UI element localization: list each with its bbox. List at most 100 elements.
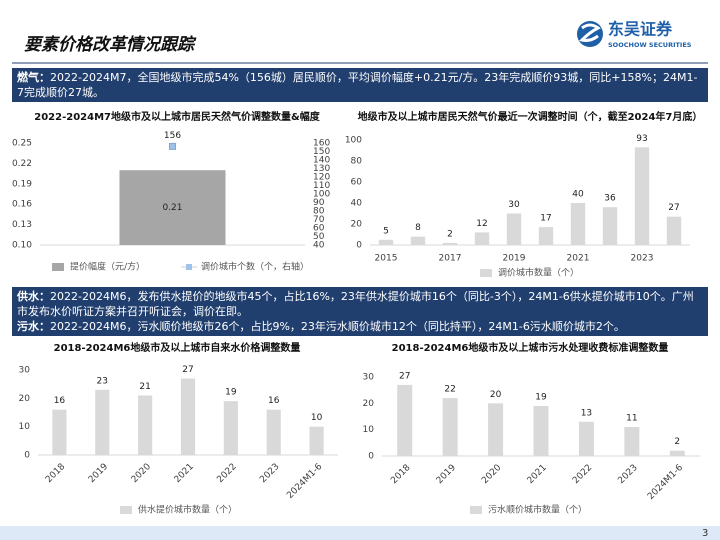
y-tick-label: 20 xyxy=(351,220,363,230)
legend-label: 供水提价城市数量（个） xyxy=(138,504,237,516)
slide-title: 要素价格改革情况跟踪 xyxy=(24,35,197,55)
y2-tick-label: 120 xyxy=(313,173,330,183)
x-tick-label: 2022 xyxy=(571,463,594,486)
label: 污水： xyxy=(17,320,50,333)
chart-title: 2018-2024M6地级市及以上城市污水处理收费标准调整数量 xyxy=(392,341,669,354)
value-label: 2 xyxy=(447,229,453,239)
legend-icon xyxy=(120,506,132,514)
value-label: 16 xyxy=(268,396,280,406)
bar xyxy=(666,216,682,245)
y-tick-label: 100 xyxy=(345,136,362,146)
y2-tick-label: 150 xyxy=(313,147,330,157)
value-label: 30 xyxy=(508,200,520,210)
bar xyxy=(397,384,413,456)
y2-tick-label: 140 xyxy=(313,156,330,166)
y2-tick-label: 110 xyxy=(313,181,330,191)
x-tick-label: 2024M1-6 xyxy=(285,462,324,501)
y-tick-label: 20 xyxy=(19,394,31,404)
y2-tick-label: 130 xyxy=(313,164,330,174)
y2-tick-label: 70 xyxy=(313,215,325,225)
legend-label: 调价城市个数（个，右轴） xyxy=(201,261,309,273)
water-box: 供水：2022-2024M6，发布供水提价的地级市45个，占比16%，23年供水… xyxy=(12,287,708,336)
x-tick-label: 2021 xyxy=(173,462,196,485)
paragraph: 供水：2022-2024M6，发布供水提价的地级市45个，占比16%，23年供水… xyxy=(17,289,703,319)
y-tick-label: 40 xyxy=(351,199,363,209)
bar xyxy=(570,203,586,245)
text: 2022-2024M6，污水顺价地级市26个，占比9%，23年污水顺价城市12个… xyxy=(50,320,625,333)
value-label: 13 xyxy=(581,408,592,418)
y2-tick-label: 50 xyxy=(313,232,325,242)
bar xyxy=(506,213,522,245)
y-tick-label: 0.16 xyxy=(12,200,32,210)
value-label: 16 xyxy=(54,396,66,406)
value-label: 23 xyxy=(97,376,108,386)
bar xyxy=(442,242,458,245)
chart-title: 地级市及以上城市居民天然气价最近一次调整时间（个，截至2024年7月底） xyxy=(358,110,703,123)
value-label: 10 xyxy=(311,413,323,423)
bar xyxy=(119,170,226,245)
gas-box: 燃气：2022-2024M7，全国地级市完成54%（156城）居民顺价，平均调价… xyxy=(12,68,708,102)
y2-tick-label: 100 xyxy=(313,190,330,200)
legend-icon xyxy=(52,263,64,271)
y-tick-label: 0 xyxy=(368,452,374,462)
value-label: 11 xyxy=(626,414,637,424)
chart-title: 2018-2024M6地级市及以上城市自来水价格调整数量 xyxy=(54,341,301,354)
y-tick-label: 0.13 xyxy=(12,220,32,230)
value-label: 21 xyxy=(139,382,150,392)
x-tick-label: 2023 xyxy=(616,463,639,486)
value-label: 36 xyxy=(604,194,616,204)
y-tick-label: 30 xyxy=(19,366,31,376)
bar xyxy=(309,426,324,455)
bar xyxy=(669,450,685,456)
bar xyxy=(95,389,110,455)
paragraph: 污水：2022-2024M6，污水顺价地级市26个，占比9%，23年污水顺价城市… xyxy=(17,319,703,334)
x-tick-label: 2020 xyxy=(130,462,153,485)
x-tick-label: 2017 xyxy=(439,254,462,264)
legend-icon xyxy=(186,264,192,270)
x-tick-label: 2022 xyxy=(215,462,238,485)
value-label: 22 xyxy=(444,385,455,395)
y2-tick-label: 90 xyxy=(313,198,325,208)
value-label: 12 xyxy=(476,219,487,229)
x-tick-label: 2015 xyxy=(375,254,398,264)
value-label: 27 xyxy=(668,203,679,213)
y-tick-label: 10 xyxy=(363,425,375,435)
y-tick-label: 30 xyxy=(363,373,375,383)
paragraph: 燃气：2022-2024M7，全国地级市完成54%（156城）居民顺价，平均调价… xyxy=(17,70,703,100)
value-label: 27 xyxy=(182,365,193,375)
y-tick-label: 0.25 xyxy=(12,139,32,149)
y-tick-label: 80 xyxy=(351,157,363,167)
legend-label: 污水顺价城市数量（个） xyxy=(488,504,587,516)
value-label: 40 xyxy=(572,190,584,200)
bar xyxy=(442,398,458,456)
x-tick-label: 2019 xyxy=(503,254,526,264)
chart-title: 2022-2024M7地级市及以上城市居民天然气价调整数量&幅度 xyxy=(34,110,320,123)
bar xyxy=(634,147,650,245)
label: 燃气： xyxy=(17,71,50,84)
x-tick-label: 2021 xyxy=(567,254,590,264)
y2-tick-label: 60 xyxy=(313,224,325,234)
text: 2022-2024M7，全国地级市完成54%（156城）居民顺价，平均调价幅度+… xyxy=(17,71,698,99)
y-tick-label: 10 xyxy=(19,422,31,432)
value-label: 2 xyxy=(674,437,680,447)
page-number: 3 xyxy=(702,528,708,539)
bar xyxy=(578,421,594,456)
bar xyxy=(533,405,549,456)
brand: 东吴证券 xyxy=(608,20,673,39)
marker xyxy=(169,142,176,150)
y-tick-label: 0 xyxy=(24,451,30,461)
value-label: 20 xyxy=(490,390,502,400)
y-tick-label: 0 xyxy=(356,241,362,251)
value-label: 93 xyxy=(636,134,647,144)
y-tick-label: 0.10 xyxy=(12,241,32,251)
y-tick-label: 0.19 xyxy=(12,179,32,189)
x-tick-label: 2018 xyxy=(389,463,412,486)
legend-label: 调价城市数量（个） xyxy=(498,267,579,279)
x-tick-label: 2023 xyxy=(258,462,281,485)
bar xyxy=(266,409,281,455)
text: 2022-2024M6，发布供水提价的地级市45个，占比16%，23年供水提价城… xyxy=(17,290,694,318)
y-tick-label: 0.22 xyxy=(12,159,32,169)
x-tick-label: 2024M1-6 xyxy=(646,463,685,502)
legend-icon xyxy=(470,506,482,514)
label: 供水： xyxy=(17,290,50,303)
